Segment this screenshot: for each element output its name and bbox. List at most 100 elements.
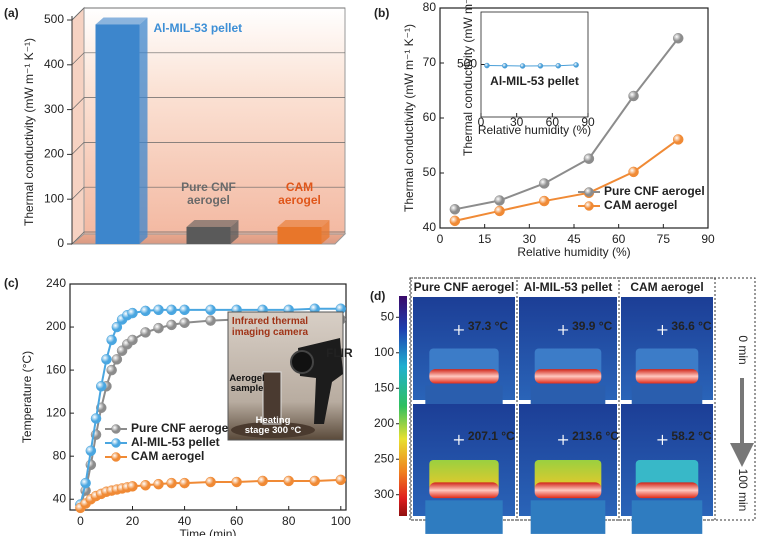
data-point — [179, 317, 190, 328]
panel-label: (d) — [370, 289, 385, 303]
x-tick-label: 40 — [178, 514, 192, 528]
colorbar-tick-label: 100 — [374, 345, 394, 359]
data-point — [494, 205, 505, 217]
x-tick-label: 60 — [546, 115, 560, 129]
column-header: Al-MIL-53 pellet — [524, 280, 613, 294]
colorbar — [399, 296, 407, 516]
x-tick-label: 30 — [510, 115, 524, 129]
data-point — [628, 166, 639, 178]
data-point — [672, 33, 684, 44]
camera-brand: FLIR — [326, 346, 353, 360]
panel-label: (b) — [374, 6, 389, 20]
x-tick-label: 80 — [282, 514, 296, 528]
panel-label: (c) — [4, 276, 19, 290]
panel-label: (a) — [4, 6, 19, 20]
y-axis-title: Thermal conductivity (mW m⁻¹ K⁻¹) — [22, 38, 36, 226]
annotation: Al-MIL-53 pellet — [490, 74, 579, 88]
legend-label: Pure CNF aerogel — [131, 421, 232, 435]
crosshair — [453, 434, 464, 445]
y-tick-label: 200 — [44, 147, 64, 161]
thermal-image: 39.9 °C — [519, 297, 617, 417]
crosshair — [453, 324, 464, 335]
legend-marker — [584, 201, 594, 211]
crosshair — [558, 434, 569, 445]
x-tick-label: 0 — [437, 232, 444, 246]
temperature-label: 207.1 °C — [468, 429, 515, 443]
thermal-image: 36.6 °C — [621, 297, 713, 417]
sample-base — [530, 500, 606, 534]
y-tick-label: 70 — [423, 55, 437, 69]
y-tick-label: 240 — [46, 276, 66, 290]
heated-band — [534, 482, 602, 499]
x-tick-label: 90 — [581, 115, 595, 129]
y-tick-label: 500 — [44, 12, 64, 26]
y-axis-title: Thermal conductivity (mW m⁻¹ K⁻¹) — [402, 24, 416, 212]
data-point — [519, 63, 526, 69]
thermal-image: 58.2 °C — [621, 404, 713, 534]
legend-marker — [584, 187, 594, 197]
category-label: Pure CNF aerogel — [181, 179, 236, 208]
heated-band — [534, 369, 602, 384]
bar — [277, 226, 322, 244]
x-tick-label: 15 — [478, 232, 492, 246]
grid-line — [71, 186, 345, 200]
thermal-image: 207.1 °C — [413, 404, 515, 534]
data-point — [153, 304, 164, 316]
thermal-image: 213.6 °C — [519, 404, 619, 534]
x-tick-label: 20 — [126, 514, 140, 528]
bar-top — [95, 17, 148, 25]
y-tick-label: 300 — [44, 102, 64, 116]
data-point — [140, 305, 151, 317]
data-point — [111, 354, 123, 365]
x-tick-label: 30 — [523, 232, 537, 246]
bar — [186, 226, 231, 244]
y-tick-label: 200 — [46, 319, 66, 333]
temperature-label: 36.6 °C — [671, 319, 711, 333]
temperature-label: 58.2 °C — [671, 429, 711, 443]
y-axis-title: Temperature (°C) — [20, 351, 34, 443]
heated-band — [635, 482, 699, 499]
sample-base — [425, 500, 503, 534]
data-point — [257, 475, 268, 487]
grid-line — [71, 7, 345, 21]
data-point — [127, 307, 138, 319]
time-label: 100 min — [736, 469, 750, 512]
data-point — [106, 334, 117, 346]
y-tick-label: 80 — [423, 0, 437, 14]
legend-marker — [111, 424, 121, 434]
data-point — [140, 479, 151, 491]
data-point — [555, 63, 562, 69]
time-label: 0 min — [736, 335, 750, 364]
grid-line — [71, 142, 345, 155]
x-tick-label: 100 — [331, 514, 351, 528]
y-tick-label: 40 — [423, 220, 437, 234]
category-label: CAM aerogel — [278, 179, 321, 208]
camera-lens — [290, 350, 314, 374]
legend-label: CAM aerogel — [131, 449, 204, 463]
colorbar-tick-label: 50 — [381, 309, 395, 323]
data-point — [231, 476, 242, 488]
inset-label: Aerogel sample — [229, 373, 265, 395]
y-tick-label: 80 — [53, 448, 67, 462]
aerogel-tube — [262, 371, 282, 425]
data-point — [309, 475, 321, 487]
legend-label: Al-MIL-53 pellet — [131, 435, 220, 449]
grid-line — [71, 231, 345, 245]
colorbar-tick-label: 250 — [374, 451, 394, 465]
legend-label: Pure CNF aerogel — [604, 184, 705, 198]
y-tick-label: 400 — [44, 57, 64, 71]
bar-top — [277, 219, 330, 227]
data-point — [449, 204, 461, 215]
heated-band — [429, 369, 499, 384]
y-tick-label: 40 — [53, 491, 67, 505]
crosshair — [657, 324, 668, 335]
data-point — [179, 304, 190, 316]
data-point — [179, 477, 190, 489]
bar — [95, 24, 140, 245]
x-tick-label: 75 — [657, 232, 671, 246]
data-point — [140, 327, 151, 338]
data-point — [538, 195, 550, 207]
colorbar-tick-label: 200 — [374, 416, 394, 430]
temperature-label: 37.3 °C — [468, 319, 508, 333]
